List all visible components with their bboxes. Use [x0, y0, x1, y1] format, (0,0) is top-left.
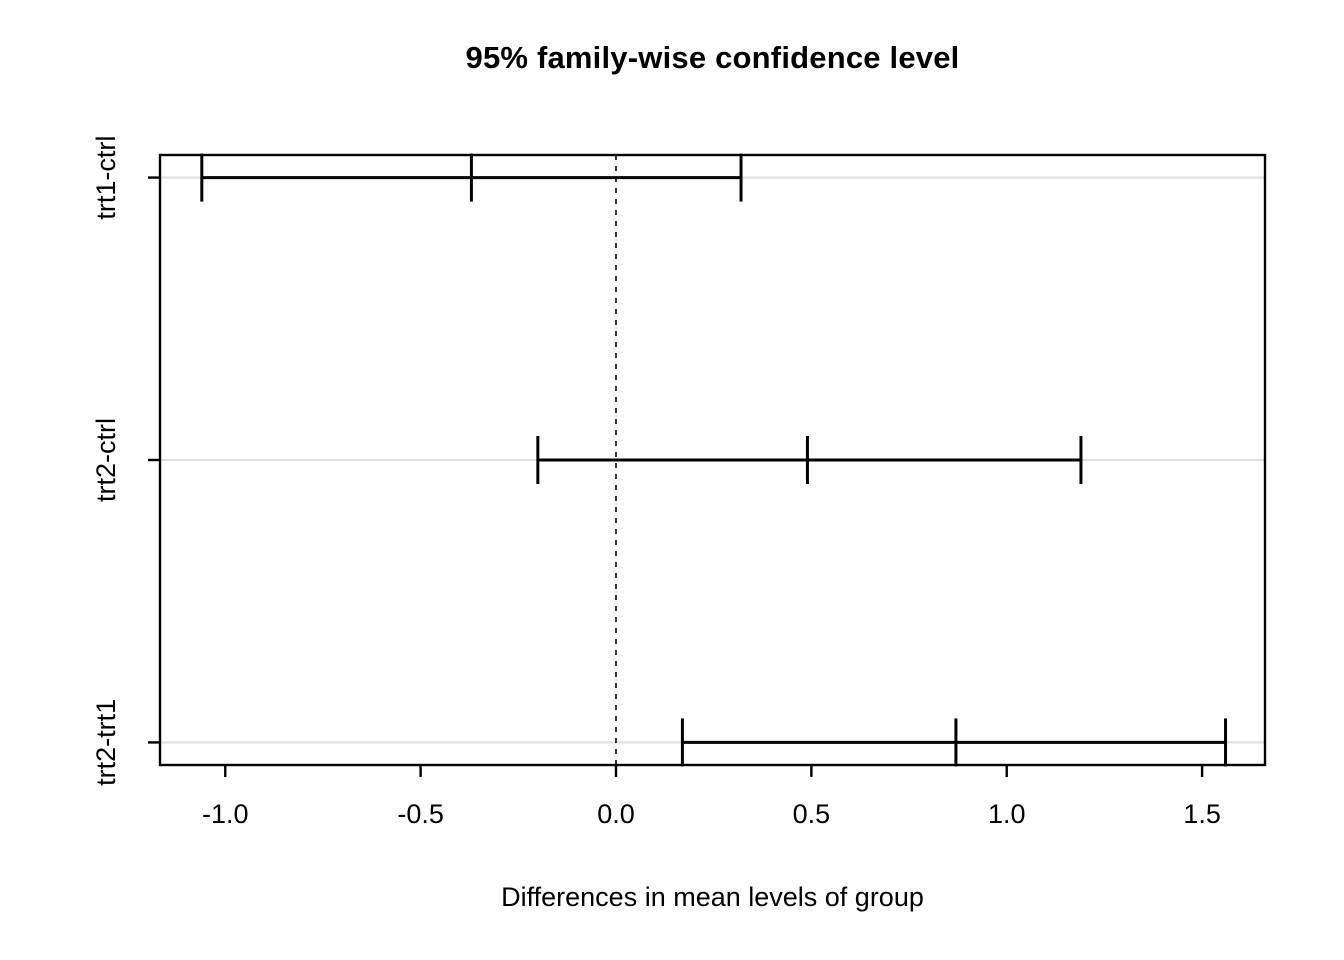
- x-tick-label: -0.5: [397, 799, 444, 829]
- x-tick-label: 1.5: [1183, 799, 1221, 829]
- x-axis-title: Differences in mean levels of group: [501, 882, 924, 912]
- x-tick-label: -1.0: [202, 799, 249, 829]
- y-axis-label: trt2-trt1: [91, 699, 121, 786]
- y-axis-label: trt2-ctrl: [91, 418, 121, 502]
- chart-title: 95% family-wise confidence level: [465, 40, 960, 75]
- x-tick-label: 0.5: [793, 799, 831, 829]
- y-axis-label: trt1-ctrl: [91, 136, 121, 220]
- x-tick-label: 1.0: [988, 799, 1026, 829]
- x-tick-label: 0.0: [597, 799, 635, 829]
